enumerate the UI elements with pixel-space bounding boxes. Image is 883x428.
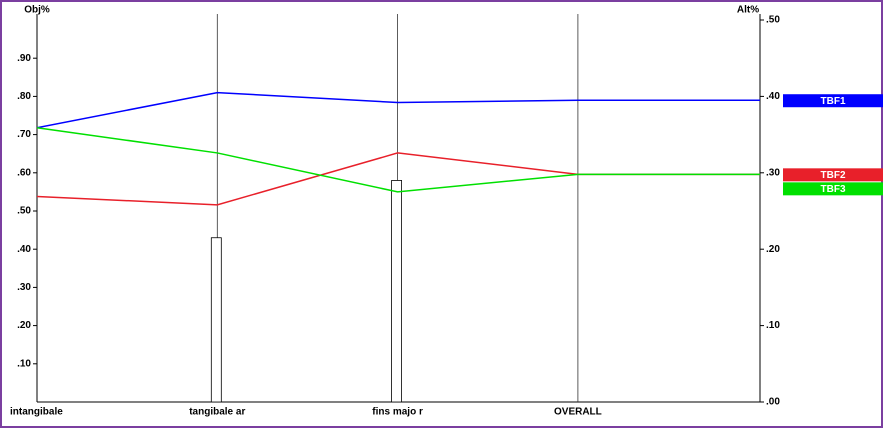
y-tick-label: .70: [17, 129, 31, 140]
x-tick-label: intangibale: [10, 407, 63, 418]
y-tick-label: .60: [17, 167, 31, 178]
legend-label: TBF3: [821, 184, 846, 195]
legend-label: TBF1: [821, 96, 846, 107]
y2-tick-label: .10: [766, 320, 780, 331]
y-tick-label: .40: [17, 244, 31, 255]
y-tick-label: .10: [17, 358, 31, 369]
y2-tick-label: .20: [766, 244, 780, 255]
y2-tick-label: .40: [766, 91, 780, 102]
legend-label: TBF2: [821, 170, 846, 181]
bar: [211, 238, 221, 402]
y-axis-label: Obj%: [24, 5, 50, 16]
y-tick-label: .30: [17, 282, 31, 293]
y2-tick-label: .50: [766, 15, 780, 26]
frame: [1, 1, 882, 427]
x-tick-label: OVERALL: [554, 407, 602, 418]
y-tick-label: .80: [17, 91, 31, 102]
y-tick-label: .90: [17, 53, 31, 64]
chart: Obj% Alt% .10 .20 .30 .40 .50 .60 .70 .80 .90 .00…: [0, 0, 883, 428]
y2-tick-label: .30: [766, 167, 780, 178]
y2-axis-label: Alt%: [737, 5, 759, 16]
y2-tick-label: .00: [766, 397, 780, 408]
x-tick-label: tangibale ar: [189, 407, 245, 418]
y-tick-label: .50: [17, 206, 31, 217]
y-tick-label: .20: [17, 320, 31, 331]
bar: [392, 180, 402, 402]
page: {"chart_data": { "type": "line", "y_labe…: [0, 0, 883, 428]
x-tick-label: fins majo r: [372, 407, 423, 418]
